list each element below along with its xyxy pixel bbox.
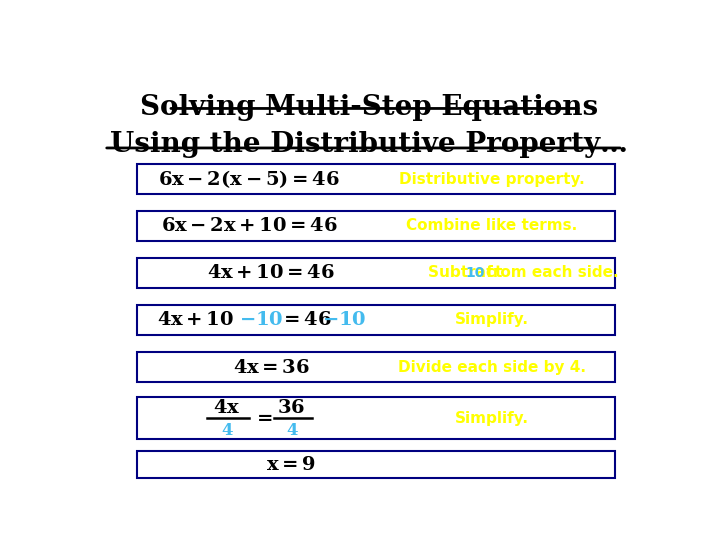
Text: $\mathbf{x = 9}$: $\mathbf{x = 9}$: [266, 455, 315, 474]
Text: Simplify.: Simplify.: [455, 411, 528, 426]
FancyBboxPatch shape: [138, 352, 615, 382]
Text: Distributive property.: Distributive property.: [399, 172, 585, 187]
Text: Using the Distributive Property…: Using the Distributive Property…: [110, 131, 628, 158]
Text: $\mathbf{4x = 36}$: $\mathbf{4x = 36}$: [233, 357, 310, 376]
Text: $\mathbf{= 46}$: $\mathbf{= 46}$: [280, 310, 331, 329]
Text: $\mathbf{4x + 10}$: $\mathbf{4x + 10}$: [157, 310, 234, 329]
Text: $\mathbf{- 10}$: $\mathbf{- 10}$: [239, 310, 284, 329]
FancyBboxPatch shape: [138, 258, 615, 288]
FancyBboxPatch shape: [138, 451, 615, 478]
Text: Divide each side by 4.: Divide each side by 4.: [397, 360, 586, 375]
Text: $\mathbf{4}$: $\mathbf{4}$: [286, 421, 298, 439]
Text: $\mathbf{36}$: $\mathbf{36}$: [276, 399, 305, 417]
Text: Solving Multi-Step Equations: Solving Multi-Step Equations: [140, 94, 598, 121]
FancyBboxPatch shape: [138, 305, 615, 335]
Text: Subtract: Subtract: [428, 265, 507, 280]
FancyBboxPatch shape: [138, 397, 615, 439]
Text: $\mathbf{6x - 2x + 10 = 46}$: $\mathbf{6x - 2x + 10 = 46}$: [161, 216, 338, 235]
Text: $\mathbf{- 10}$: $\mathbf{- 10}$: [322, 310, 366, 329]
Text: Simplify.: Simplify.: [455, 312, 528, 327]
Text: $\mathbf{4x + 10 = 46}$: $\mathbf{4x + 10 = 46}$: [207, 263, 336, 282]
Text: $\mathbf{6x - 2(x - 5) = 46}$: $\mathbf{6x - 2(x - 5) = 46}$: [158, 168, 340, 190]
Text: 10: 10: [466, 266, 485, 280]
Text: Combine like terms.: Combine like terms.: [406, 218, 577, 233]
Text: from each side.: from each side.: [481, 265, 618, 280]
FancyBboxPatch shape: [138, 211, 615, 241]
Text: $\mathbf{4x}$: $\mathbf{4x}$: [213, 399, 240, 417]
Text: $\mathbf{4}$: $\mathbf{4}$: [221, 421, 234, 439]
Text: $\mathbf{=}$: $\mathbf{=}$: [253, 407, 273, 426]
FancyBboxPatch shape: [138, 164, 615, 194]
